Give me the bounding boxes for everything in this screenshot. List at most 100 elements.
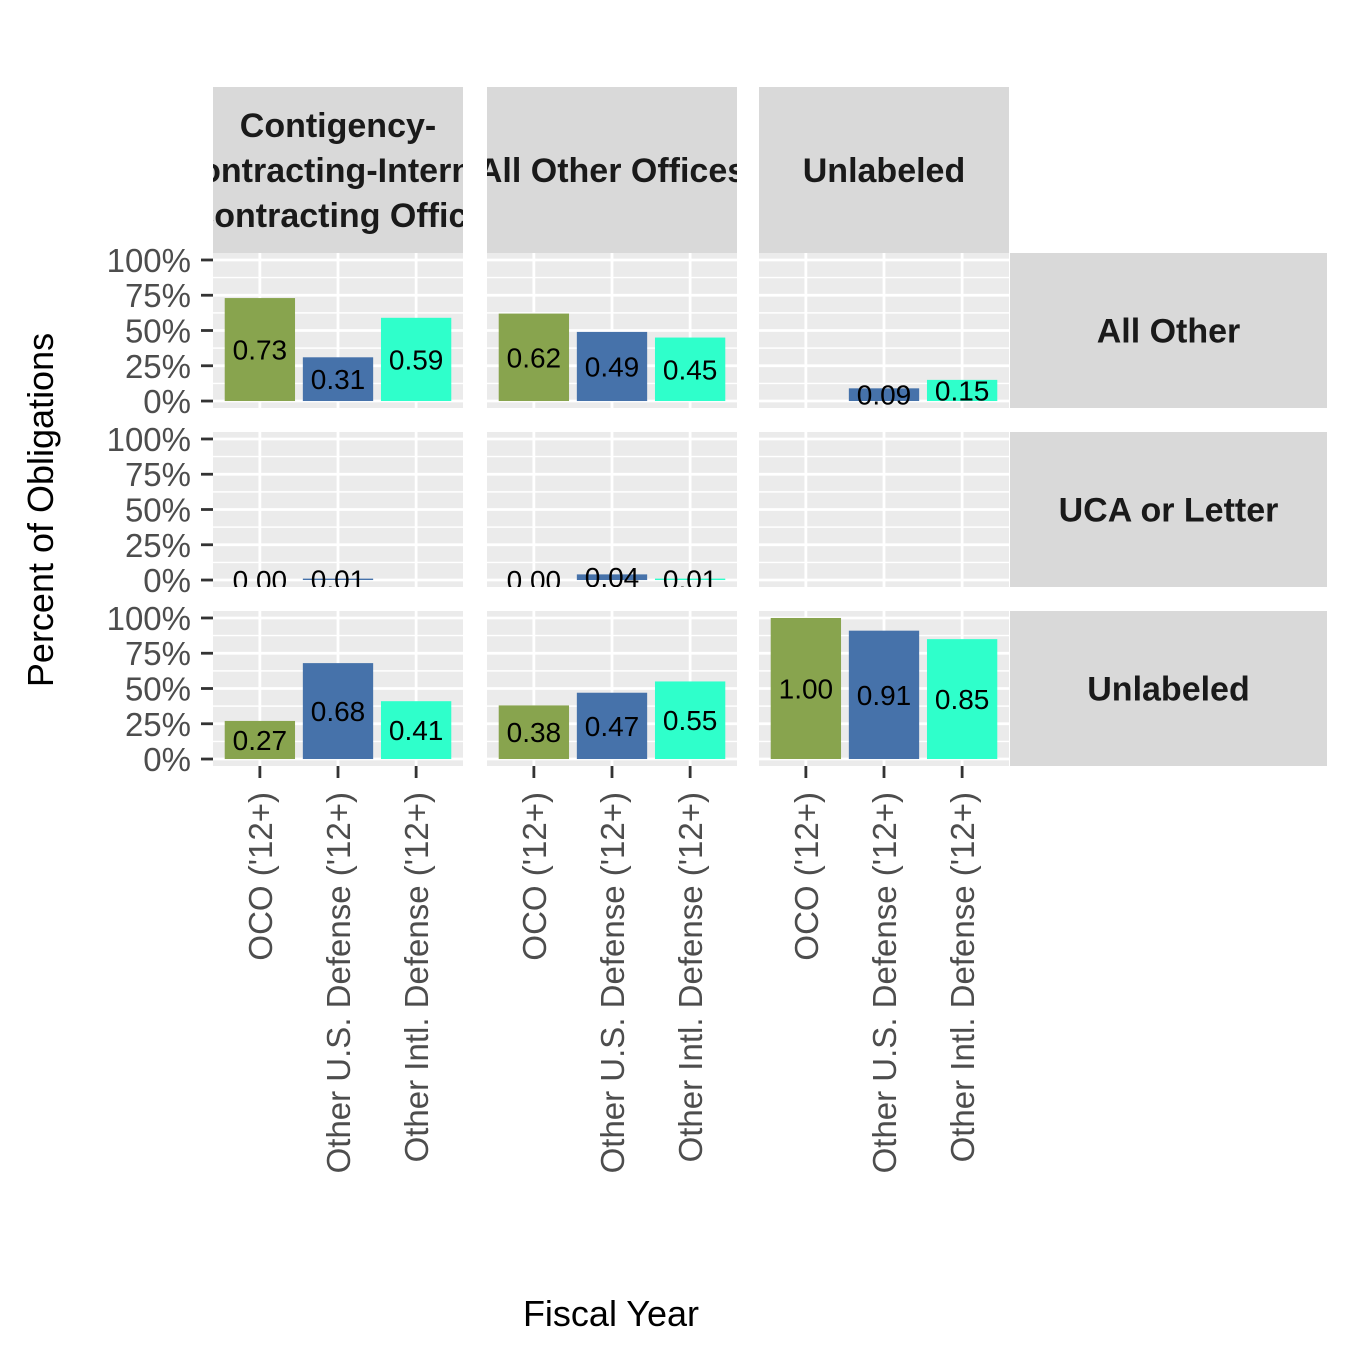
strips-layer: Contigency- Contracting-Internal Contracti…	[176, 87, 1327, 766]
x-tick-label: Other Intl. Defense ('12+)	[944, 792, 981, 1162]
panel-r2-c2: 0.00 0.04 0.01	[487, 432, 737, 595]
bar-value-label: 0.15	[935, 375, 990, 406]
bar-value-label: 0.62	[507, 342, 562, 373]
panel-r1-c3: 0.09 0.15	[759, 253, 1009, 411]
y-axis-row-3: 0%25%50%75%100%	[107, 600, 213, 778]
row-strip-label: Unlabeled	[1087, 671, 1249, 709]
bar	[576, 574, 648, 581]
panel-r3-c3: 1.00 0.91 0.85	[759, 611, 1009, 766]
bar-value-label: 0.55	[663, 705, 718, 736]
bar	[654, 337, 726, 402]
row-strip-label: All Other	[1097, 313, 1241, 351]
x-tick-label: Other Intl. Defense ('12+)	[672, 792, 709, 1162]
strip-background	[1010, 253, 1327, 408]
column-strip-1: Contigency- Contracting-Internal Contracti…	[176, 87, 501, 253]
panel-r1-c2: 0.62 0.49 0.45	[487, 253, 737, 408]
column-strip-label: Contracting Office	[190, 197, 487, 235]
bar	[770, 617, 842, 760]
column-strip-label: Unlabeled	[803, 152, 965, 190]
bar	[926, 639, 998, 760]
y-tick-label: 75%	[125, 456, 191, 493]
axes-layer: 0%25%50%75%100%0%25%50%75%100%0%25%50%75…	[107, 242, 982, 1173]
panel-r3-c1: 0.27 0.68 0.41	[213, 611, 463, 766]
bar-value-label: 0.01	[311, 564, 366, 595]
x-tick-label: Other U.S. Defense ('12+)	[594, 792, 631, 1173]
row-strip-2: UCA or Letter	[1010, 432, 1327, 587]
x-tick-label: Other U.S. Defense ('12+)	[320, 792, 357, 1173]
y-axis-row-1: 0%25%50%75%100%	[107, 242, 213, 420]
bar-value-label: 0.68	[311, 696, 366, 727]
panels-layer: 0.73 0.31 0.59 0.62 0.49 0.45 0.09 0.15 0.00 0.01…	[213, 253, 1009, 766]
y-tick-label: 50%	[125, 671, 191, 708]
row-strip-1: All Other	[1010, 253, 1327, 408]
bar-value-label: 0.47	[585, 711, 640, 742]
bar	[498, 705, 570, 760]
bar	[498, 313, 570, 402]
bar-value-label: 1.00	[779, 674, 834, 705]
y-tick-label: 25%	[125, 706, 191, 743]
strip-background	[213, 87, 463, 253]
bar-value-label: 0.01	[663, 564, 718, 595]
y-tick-label: 25%	[125, 527, 191, 564]
bar	[224, 298, 296, 402]
bar	[654, 578, 726, 581]
bar-value-label: 0.09	[857, 380, 912, 411]
bar	[302, 578, 374, 581]
bar-value-label: 0.38	[507, 717, 562, 748]
y-tick-label: 0%	[143, 383, 191, 420]
bar	[848, 630, 920, 760]
panel-r2-c1: 0.00 0.01	[213, 432, 463, 596]
bar	[302, 357, 374, 402]
column-strip-3: Unlabeled	[759, 87, 1009, 253]
panel-r1-c1: 0.73 0.31 0.59	[213, 253, 463, 408]
y-tick-label: 75%	[125, 635, 191, 672]
panel-r3-c2: 0.38 0.47 0.55	[487, 611, 737, 766]
bar-value-label: 0.49	[585, 351, 640, 382]
x-tick-label: OCO ('12+)	[788, 792, 825, 961]
y-tick-label: 100%	[107, 421, 191, 458]
strip-background	[487, 87, 737, 253]
bar	[926, 379, 998, 402]
x-tick-label: OCO ('12+)	[516, 792, 553, 961]
x-axis-col-3: OCO ('12+) Other U.S. Defense ('12+) Other…	[788, 766, 981, 1173]
y-tick-label: 50%	[125, 492, 191, 529]
column-strip-label: Contigency-	[240, 107, 436, 145]
bar-value-label: 0.85	[935, 684, 990, 715]
strip-background	[759, 87, 1009, 253]
bar	[576, 331, 648, 402]
y-tick-label: 25%	[125, 348, 191, 385]
x-axis-col-2: OCO ('12+) Other U.S. Defense ('12+) Other…	[516, 766, 709, 1173]
bar-value-label: 0.59	[389, 344, 444, 375]
bar-value-label: 0.91	[857, 680, 912, 711]
y-tick-label: 100%	[107, 242, 191, 279]
y-tick-label: 75%	[125, 277, 191, 314]
bar	[302, 663, 374, 760]
column-strip-2: All Other Offices	[478, 87, 746, 253]
y-tick-label: 50%	[125, 313, 191, 350]
x-tick-label: Other Intl. Defense ('12+)	[398, 792, 435, 1162]
strip-background	[1010, 611, 1327, 766]
bar-value-label: 0.27	[233, 725, 288, 756]
column-strip-label: Contracting-Internal	[176, 152, 501, 190]
y-tick-label: 0%	[143, 741, 191, 778]
bar-value-label: 0.45	[663, 354, 718, 385]
y-tick-label: 100%	[107, 600, 191, 637]
y-tick-label: 0%	[143, 562, 191, 599]
column-strip-label: All Other Offices	[478, 152, 746, 190]
bar	[654, 681, 726, 760]
bar	[848, 388, 920, 402]
x-tick-label: Other U.S. Defense ('12+)	[866, 792, 903, 1173]
bar	[576, 692, 648, 760]
y-axis-title: Percent of Obligations	[20, 333, 61, 687]
bar-value-label: 0.31	[311, 364, 366, 395]
bar-value-label: 0.00	[233, 565, 288, 596]
bar	[224, 720, 296, 760]
row-strip-label: UCA or Letter	[1059, 492, 1279, 530]
x-tick-label: OCO ('12+)	[242, 792, 279, 961]
x-axis-title: Fiscal Year	[523, 1293, 699, 1334]
panel-r2-c3	[759, 432, 1009, 587]
bar-value-label: 0.73	[233, 335, 288, 366]
bar	[380, 317, 452, 402]
bar-value-label: 0.04	[585, 562, 640, 593]
